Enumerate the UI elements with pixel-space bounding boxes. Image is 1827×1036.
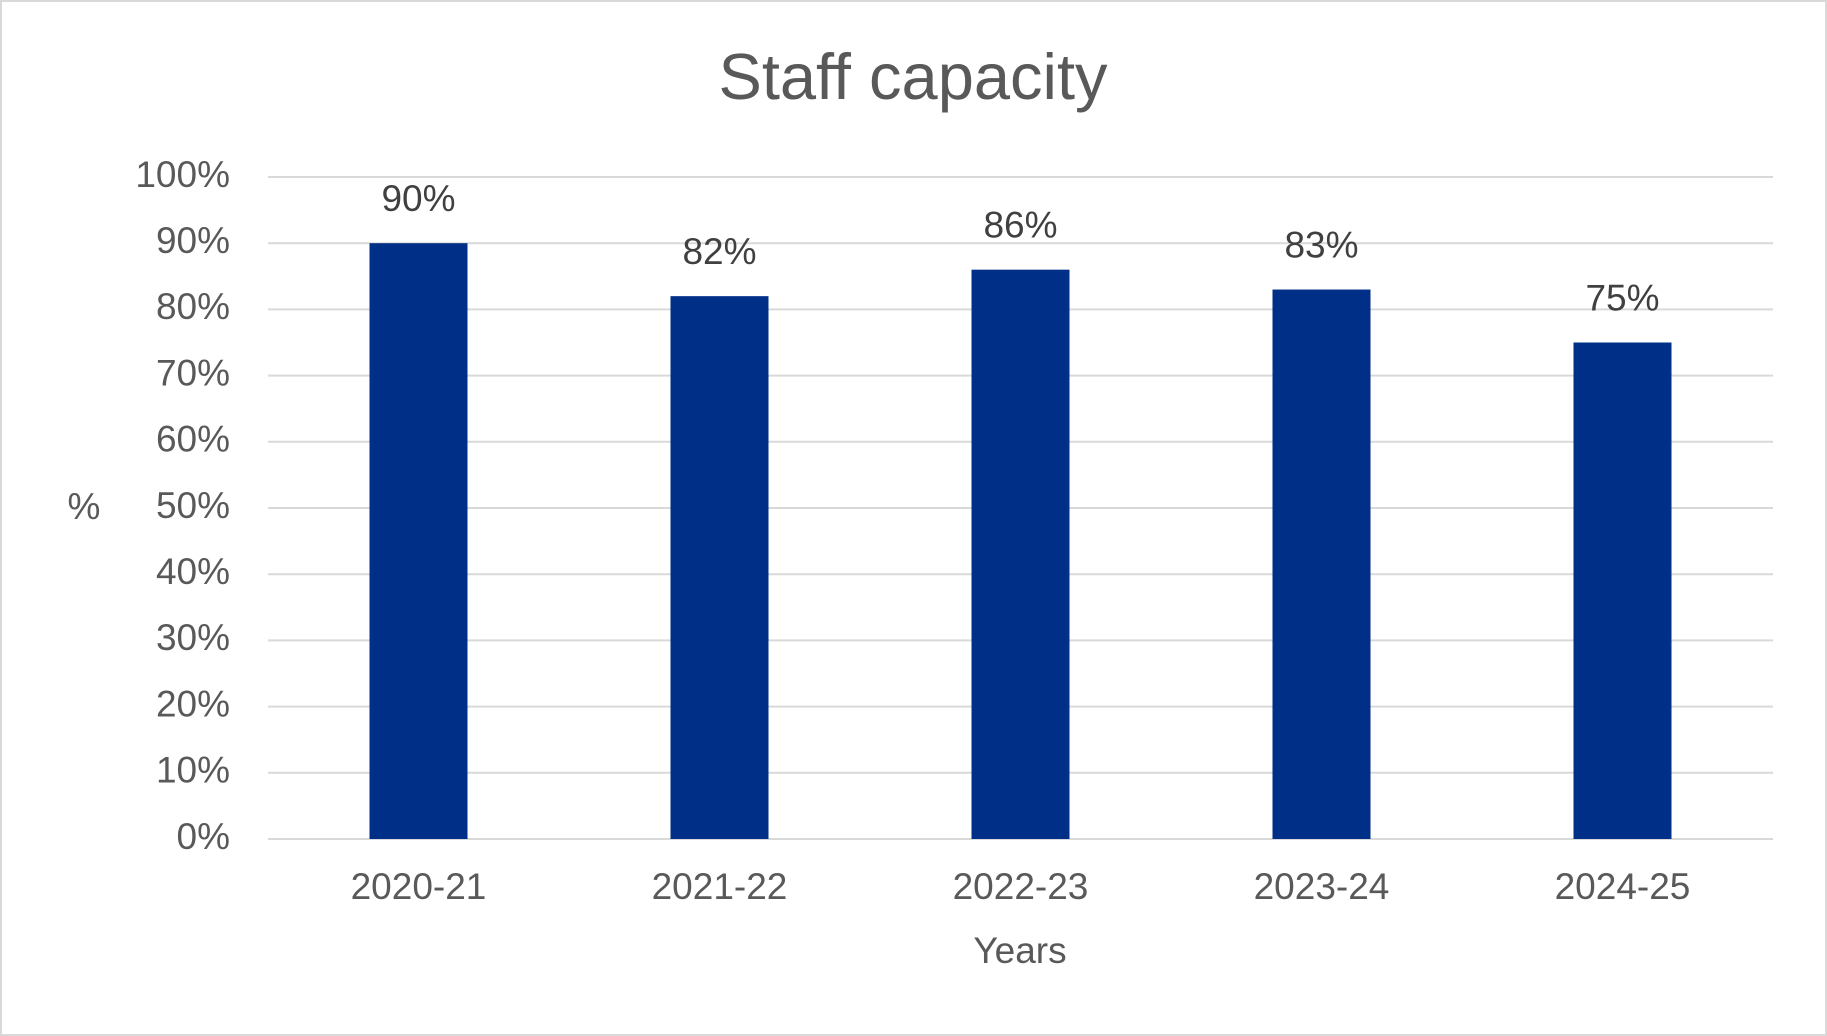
y-tick-label: 20% bbox=[156, 683, 230, 724]
bar bbox=[1573, 342, 1672, 839]
bar bbox=[670, 296, 769, 839]
y-tick-label: 40% bbox=[156, 551, 230, 592]
y-tick-label: 80% bbox=[156, 286, 230, 327]
data-label: 82% bbox=[682, 231, 756, 272]
y-tick-label: 30% bbox=[156, 617, 230, 658]
data-label: 90% bbox=[381, 178, 455, 219]
data-label: 86% bbox=[983, 204, 1057, 245]
x-tick-label: 2024-25 bbox=[1555, 866, 1691, 907]
y-tick-label: 90% bbox=[156, 220, 230, 261]
x-tick-label: 2022-23 bbox=[953, 866, 1089, 907]
x-tick-label: 2021-22 bbox=[652, 866, 788, 907]
y-tick-label: 100% bbox=[135, 154, 230, 195]
y-tick-label: 60% bbox=[156, 419, 230, 460]
x-tick-label: 2023-24 bbox=[1254, 866, 1390, 907]
x-axis-label: Years bbox=[973, 930, 1066, 971]
bar bbox=[971, 269, 1070, 839]
y-tick-label: 0% bbox=[177, 816, 230, 857]
y-tick-label: 50% bbox=[156, 485, 230, 526]
y-axis-label: % bbox=[68, 486, 101, 527]
chart-title: Staff capacity bbox=[718, 40, 1108, 113]
y-tick-label: 70% bbox=[156, 352, 230, 393]
y-tick-label: 10% bbox=[156, 750, 230, 791]
bar bbox=[1272, 289, 1371, 839]
data-label: 75% bbox=[1585, 277, 1659, 318]
x-tick-label: 2020-21 bbox=[351, 866, 487, 907]
bar bbox=[369, 243, 468, 839]
data-label: 83% bbox=[1284, 224, 1358, 265]
